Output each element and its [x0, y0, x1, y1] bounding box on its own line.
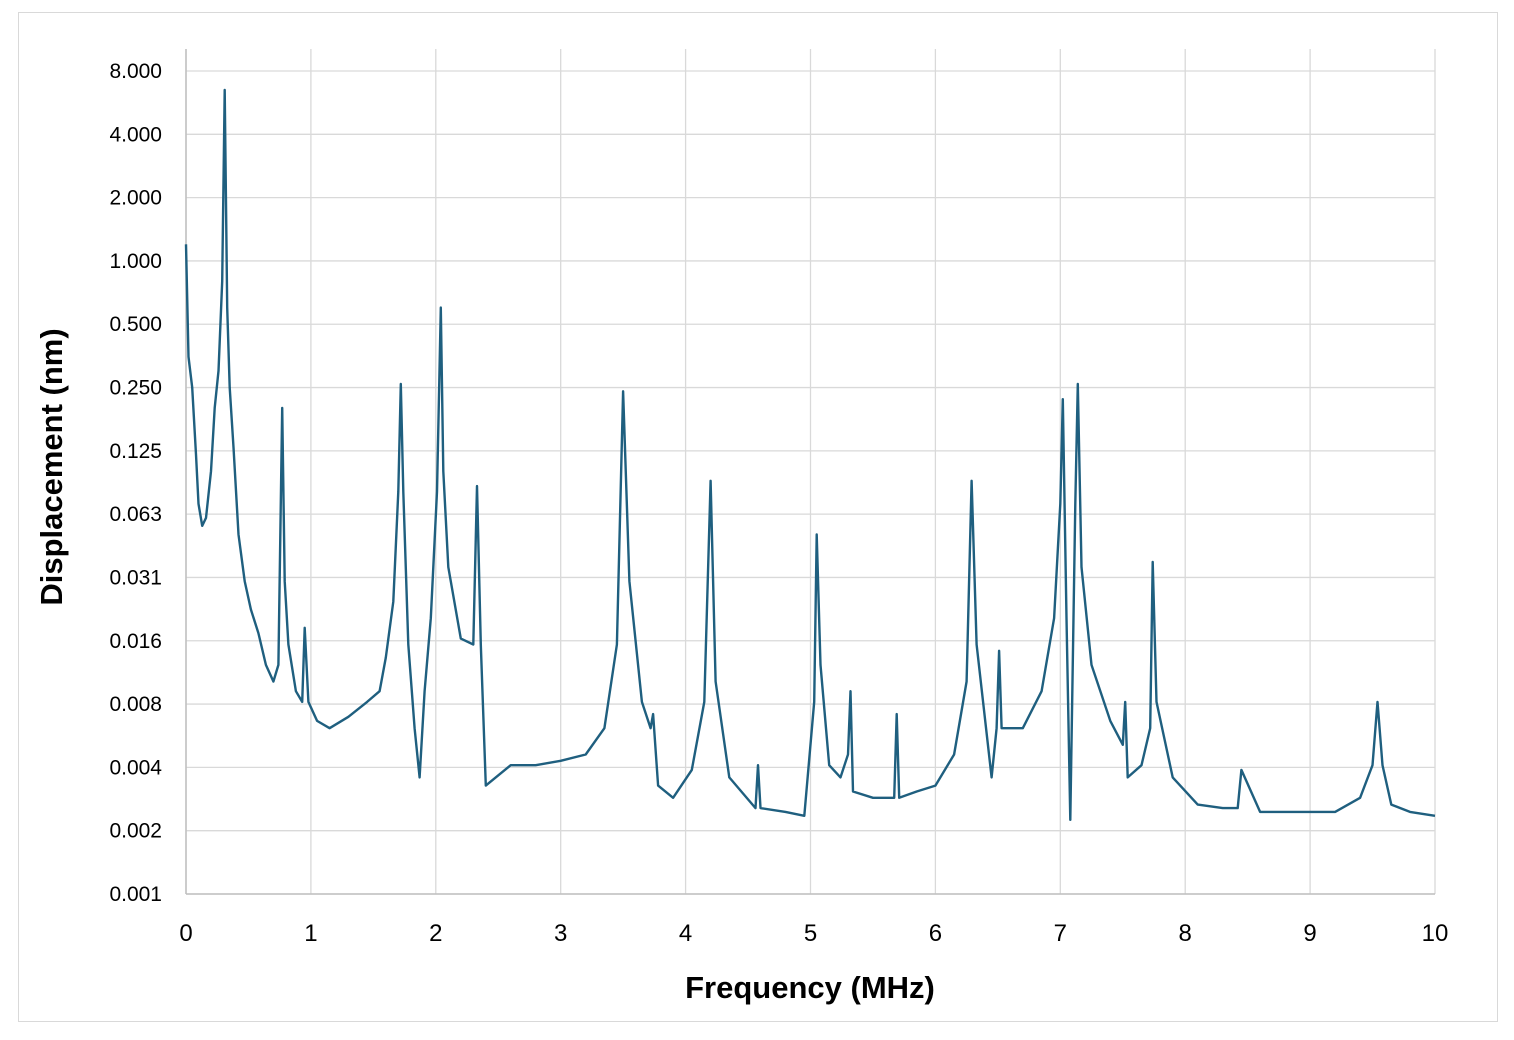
- x-tick-label: 7: [1054, 920, 1067, 947]
- y-tick-label: 0.016: [109, 630, 162, 653]
- y-tick-label: 4.000: [109, 123, 162, 146]
- y-tick-label: 0.004: [109, 756, 162, 779]
- y-tick-label: 1.000: [109, 250, 162, 273]
- y-tick-label: 8.000: [109, 60, 162, 83]
- series-line: [184, 88, 1436, 821]
- y-tick-label: 0.063: [109, 503, 162, 526]
- y-tick-label: 0.002: [109, 820, 162, 843]
- y-tick-label: 0.001: [109, 883, 162, 906]
- x-axis-ticks: 0 1 2 3 4 5 6 7 8 9 10: [179, 920, 1448, 947]
- y-tick-label: 0.125: [109, 440, 162, 463]
- x-axis-title: Frequency (MHz): [685, 970, 935, 1005]
- y-tick-label: 0.500: [109, 313, 162, 336]
- x-tick-label: 4: [679, 920, 692, 947]
- x-tick-label: 8: [1179, 920, 1192, 947]
- grid-lines: [185, 49, 1436, 895]
- x-tick-label: 9: [1303, 920, 1316, 947]
- x-tick-label: 6: [929, 920, 942, 947]
- x-tick-label: 0: [179, 920, 192, 947]
- x-tick-label: 10: [1422, 920, 1449, 947]
- y-tick-label: 2.000: [109, 187, 162, 210]
- y-tick-label: 0.008: [109, 693, 162, 716]
- y-tick-label: 0.250: [109, 377, 162, 400]
- x-tick-label: 1: [304, 920, 317, 947]
- x-tick-label: 2: [429, 920, 442, 947]
- x-tick-label: 3: [554, 920, 567, 947]
- x-tick-label: 5: [804, 920, 817, 947]
- chart-frame: [18, 12, 1498, 1022]
- y-axis-title: Displacement (nm): [34, 328, 69, 605]
- y-tick-label: 0.031: [109, 566, 162, 589]
- axes: [185, 49, 1435, 895]
- y-axis-ticks: 8.000 4.000 2.000 1.000 0.500 0.250 0.125 0.063…: [109, 60, 162, 906]
- series-lines: [184, 88, 1436, 821]
